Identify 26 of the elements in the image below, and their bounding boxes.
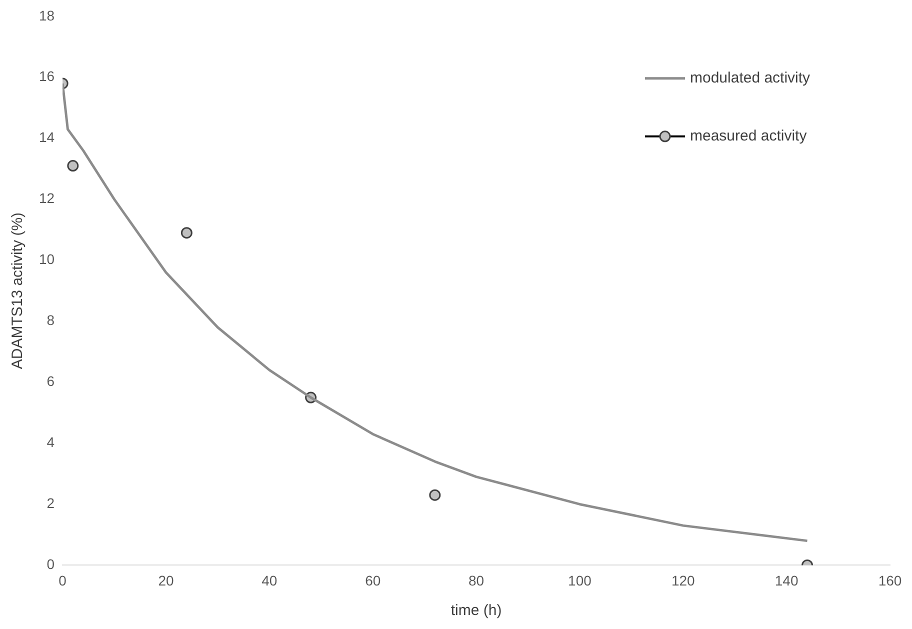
y-tick-label: 0: [46, 556, 55, 572]
x-tick-label: 140: [774, 572, 798, 588]
point: [429, 489, 441, 501]
y-tick-label: 8: [46, 312, 55, 328]
y-axis-title: ADAMTS13 activity (%): [9, 212, 26, 370]
x-tick-label: 120: [671, 572, 696, 588]
y-tick-label: 4: [46, 434, 55, 450]
y-tick-label: 12: [38, 190, 55, 206]
x-tick-label: 80: [468, 572, 484, 588]
x-tick-label: 0: [58, 572, 67, 588]
x-tick-label: 160: [878, 572, 902, 588]
y-tick-label: 16: [38, 68, 55, 84]
x-tick-label: 40: [262, 572, 278, 588]
point: [67, 160, 79, 172]
y-tick-label: 6: [46, 373, 55, 390]
point: [180, 227, 192, 239]
y-tick-label: 2: [46, 495, 55, 512]
y-tick-label: 18: [38, 7, 55, 24]
y-tick-label: 14: [38, 129, 55, 146]
x-tick-label: 20: [158, 572, 174, 588]
x-tick-label: 100: [568, 572, 592, 588]
legend-label: modulated activity: [690, 70, 811, 87]
x-axis-title: time (h): [450, 602, 502, 620]
legend-label: measured activity: [690, 128, 808, 145]
y-tick-label: 10: [38, 251, 55, 268]
x-tick-label: 60: [365, 572, 381, 588]
